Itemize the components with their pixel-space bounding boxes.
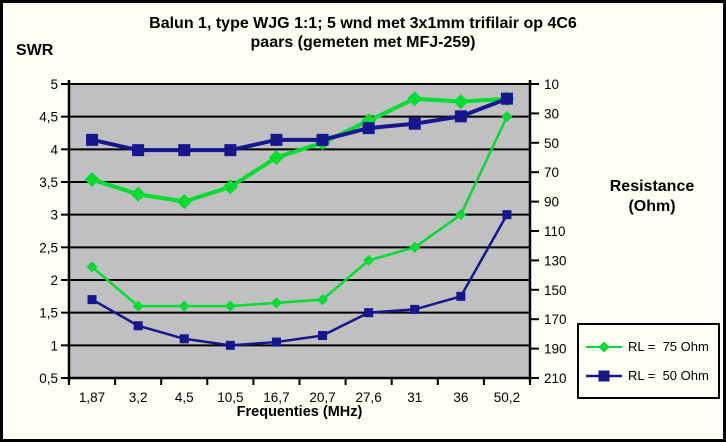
right-axis-tick-label: 10 [544, 77, 559, 92]
left-axis-tick-label: 3 [50, 208, 58, 223]
series-75ohm-swr-marker [178, 300, 190, 312]
right-axis-tick-label: 70 [544, 165, 559, 180]
series-50ohm-resistance-marker [224, 144, 237, 157]
right-axis-tick-label: 210 [544, 371, 567, 386]
legend-label-50ohm: RL = 50 Ohm [628, 368, 709, 383]
right-axis-tick-label: 110 [544, 224, 566, 239]
series-50ohm-swr-marker [410, 304, 420, 314]
right-axis-title-line2: (Ohm) [628, 198, 676, 215]
legend: RL = 75 Ohm RL = 50 Ohm [577, 323, 720, 399]
x-axis-tick-label: 36 [453, 390, 468, 405]
series-50ohm-swr-marker [502, 210, 512, 220]
series-75ohm-resistance-marker [176, 194, 192, 210]
chart-canvas: 5 4,5 4 3,5 3 2,5 2 1,5 1 0,5 10 30 50 70 90 110 130 150 1… [3, 3, 723, 439]
left-axis-tick-label: 3,5 [39, 175, 58, 190]
right-axis-tick-label: 170 [544, 312, 567, 327]
x-axis-tick-label: 4,5 [175, 390, 194, 405]
left-axis-tick-label: 4 [50, 142, 58, 157]
series-50ohm-resistance-marker [86, 133, 99, 146]
chart-title: Balun 1, type WJG 1:1; 5 wnd met 3x1mm t… [53, 14, 673, 52]
series-75ohm-resistance-marker [268, 150, 284, 165]
series-50ohm-swr-line [91, 214, 509, 347]
x-axis-tick-label: 27,6 [356, 390, 382, 405]
x-axis-tick-label: 1,87 [79, 390, 105, 405]
x-axis-tick-label: 20,7 [309, 390, 335, 405]
series-50ohm-resistance-marker [178, 144, 191, 157]
legend-marker-square-icon [586, 370, 622, 381]
series-50ohm-swr-marker [87, 295, 97, 305]
x-axis-tick-label: 16,7 [263, 390, 289, 405]
series-75ohm-swr-marker [363, 254, 375, 266]
series-50ohm-resistance-marker [454, 110, 467, 123]
series-50ohm-resistance-marker [132, 144, 145, 157]
series-75ohm-resistance-line [91, 96, 508, 204]
left-axis-tick-label: 2 [50, 273, 58, 288]
series-75ohm-swr-line [91, 116, 509, 308]
series-75ohm-resistance-marker [222, 179, 238, 195]
left-axis-tick-label: 0,5 [39, 371, 58, 386]
right-axis-title: Resistance (Ohm) [580, 177, 723, 217]
legend-entry-50ohm: RL = 50 Ohm [585, 368, 718, 383]
series-75ohm-resistance-marker [84, 172, 100, 188]
series-75ohm-resistance-marker [453, 94, 469, 110]
right-axis-tick-label: 130 [544, 253, 567, 268]
left-axis-tick-label: 1,5 [39, 306, 58, 321]
x-axis-tick-label: 50,2 [494, 390, 520, 405]
left-axis-tick-label: 1 [50, 338, 58, 353]
chart-plot: 54,543,532,521,510,510305070901101301501… [39, 77, 567, 405]
series-50ohm-resistance-marker [270, 133, 283, 146]
series-75ohm-swr-marker [224, 300, 236, 312]
left-axis-tick-label: 2,5 [39, 240, 58, 255]
chart-title-line2: paars (gemeten met MFJ-259) [250, 34, 476, 51]
plot-area [69, 84, 530, 378]
right-axis-tick-label: 90 [544, 195, 559, 210]
series-50ohm-resistance-line [91, 96, 508, 153]
series-50ohm-swr-marker [133, 321, 143, 331]
x-axis-tick-label: 31 [407, 390, 422, 405]
series-75ohm-swr-marker [409, 241, 421, 253]
series-50ohm-swr-marker [225, 340, 235, 350]
left-axis-title: SWR [16, 42, 54, 59]
x-axis-title: Frequenties (MHz) [236, 404, 363, 420]
series-50ohm-swr-marker [364, 308, 374, 318]
legend-entry-75ohm: RL = 75 Ohm [585, 339, 718, 354]
series-75ohm-swr-marker [317, 294, 329, 306]
series-75ohm-swr-marker [455, 209, 467, 221]
right-axis-tick-label: 190 [544, 342, 567, 357]
series-50ohm-resistance-marker [408, 117, 421, 130]
series-50ohm-resistance-marker [316, 133, 329, 146]
right-axis-tick-label: 30 [544, 106, 559, 121]
left-axis-tick-label: 5 [50, 77, 58, 92]
chart-title-line1: Balun 1, type WJG 1:1; 5 wnd met 3x1mm t… [149, 15, 577, 32]
right-axis-tick-label: 150 [544, 283, 567, 298]
series-50ohm-swr-marker [318, 331, 328, 341]
left-axis-tick-label: 4,5 [39, 110, 58, 125]
series-75ohm-swr-marker [270, 297, 282, 309]
legend-label-75ohm: RL = 75 Ohm [628, 339, 709, 354]
series-50ohm-resistance-marker [500, 92, 513, 105]
series-75ohm-swr-marker [86, 261, 98, 273]
series-50ohm-resistance-marker [362, 122, 375, 135]
right-axis-title-line1: Resistance [609, 178, 695, 195]
series-50ohm-swr-marker [271, 337, 281, 347]
series-50ohm-swr-marker [456, 291, 466, 301]
series-50ohm-swr-marker [179, 334, 189, 344]
series-75ohm-swr-marker [501, 111, 513, 123]
legend-marker-diamond-icon [586, 341, 622, 352]
series-75ohm-resistance-marker [130, 186, 146, 202]
x-axis-tick-label: 3,2 [129, 390, 148, 405]
right-axis-tick-label: 50 [544, 136, 559, 151]
x-axis-tick-label: 10,5 [217, 390, 243, 405]
series-75ohm-resistance-marker [407, 91, 423, 107]
series-75ohm-swr-marker [132, 300, 144, 312]
